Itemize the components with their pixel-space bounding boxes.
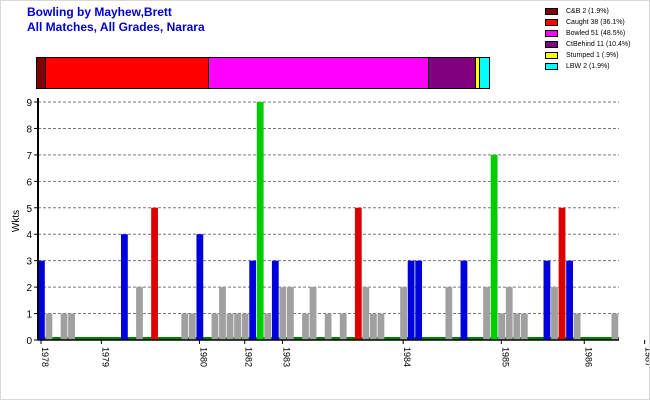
bar — [362, 287, 370, 340]
share-segment — [37, 58, 46, 88]
bar — [271, 260, 279, 340]
legend-label: Caught 38 (36.1%) — [566, 19, 625, 26]
y-tick-label: 3 — [26, 257, 32, 268]
bar — [256, 102, 264, 340]
y-tick-label: 9 — [26, 98, 32, 109]
bar — [483, 287, 490, 340]
bar — [121, 234, 128, 340]
bar — [520, 313, 528, 340]
legend-label: Bowled 51 (48.5%) — [566, 30, 626, 37]
bar — [339, 313, 347, 340]
bar — [377, 313, 385, 340]
bar — [573, 313, 581, 340]
y-tick-label: 1 — [26, 310, 32, 321]
bar — [60, 313, 68, 340]
y-tick-label: 0 — [26, 336, 32, 347]
bar — [45, 313, 53, 340]
bar — [543, 260, 551, 340]
legend-swatch — [545, 8, 558, 15]
bar — [188, 313, 196, 340]
x-tick-label: 1979 — [100, 347, 110, 367]
bar — [226, 313, 234, 340]
bar — [370, 313, 377, 340]
bar — [249, 260, 257, 340]
chart-title: Bowling by Mayhew,Brett — [27, 5, 172, 19]
bar — [460, 260, 468, 340]
x-tick-label: 1978 — [40, 347, 50, 367]
bar — [551, 287, 558, 340]
bar — [211, 313, 219, 340]
bar — [219, 287, 226, 340]
x-tick-label: 1986 — [583, 347, 593, 367]
y-tick-label: 6 — [26, 177, 32, 188]
legend-label: Stumped 1 (.9%) — [566, 52, 619, 59]
bar — [498, 313, 506, 340]
legend-swatch — [545, 41, 558, 48]
bar — [287, 287, 294, 340]
legend-label: CtBehind 11 (10.4%) — [566, 41, 631, 48]
bar — [354, 207, 362, 340]
bar — [513, 313, 521, 340]
y-tick-label: 4 — [26, 230, 32, 241]
share-segment — [476, 58, 481, 88]
x-tick-label: 1984 — [402, 347, 412, 367]
x-tick-label: 1985 — [500, 347, 510, 367]
chart-subtitle: All Matches, All Grades, Narara — [27, 20, 205, 34]
bar — [324, 313, 332, 340]
legend-label: LBW 2 (1.9%) — [566, 63, 610, 70]
bar — [264, 313, 272, 340]
bar — [505, 287, 513, 340]
share-segment — [480, 58, 489, 88]
share-segment — [45, 58, 210, 88]
dismissal-share-bar — [36, 57, 490, 89]
bar — [558, 207, 566, 340]
bar — [566, 260, 573, 340]
y-tick-label: 5 — [26, 204, 32, 215]
bar — [68, 313, 75, 340]
legend-swatch — [545, 63, 558, 70]
share-segment — [429, 58, 477, 88]
bar — [490, 154, 498, 340]
bar — [234, 313, 241, 340]
share-segment — [209, 58, 430, 88]
legend-swatch — [545, 19, 558, 26]
bar — [181, 313, 189, 340]
bar — [611, 313, 619, 340]
bar — [241, 313, 249, 340]
x-tick-label: 1980 — [198, 347, 208, 367]
bar — [279, 287, 287, 340]
bar — [302, 313, 309, 340]
bar — [136, 287, 143, 340]
x-tick-label: 1983 — [281, 347, 291, 367]
y-tick-label: 2 — [26, 283, 32, 294]
bar — [445, 287, 453, 340]
bar — [196, 234, 204, 340]
bar — [309, 287, 317, 340]
bar — [38, 260, 45, 340]
legend-swatch — [545, 30, 558, 37]
bar — [400, 287, 407, 340]
bar — [415, 260, 423, 340]
bar — [151, 207, 158, 340]
x-tick-label: 1987 — [644, 347, 650, 367]
y-tick-label: 7 — [26, 151, 32, 162]
x-tick-label: 1982 — [244, 347, 254, 367]
y-tick-label: 8 — [26, 124, 32, 135]
bar — [407, 260, 415, 340]
y-axis-label: Wkts — [11, 210, 22, 232]
legend-label: C&B 2 (1.9%) — [566, 8, 609, 15]
legend-swatch — [545, 52, 558, 59]
